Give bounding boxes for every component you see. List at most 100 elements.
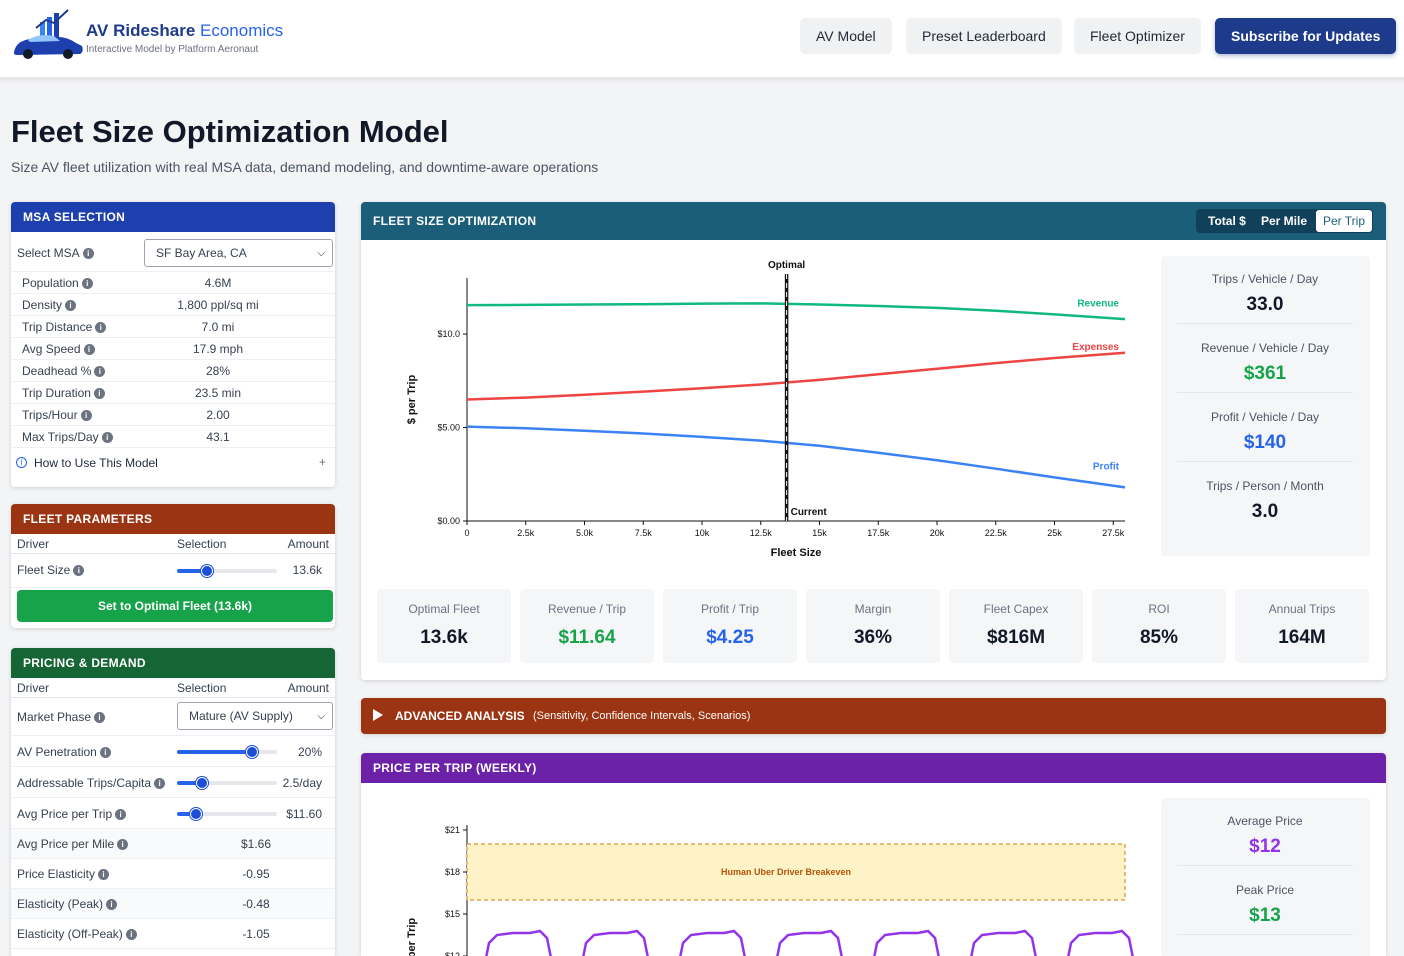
info-icon[interactable]: i — [99, 747, 111, 758]
market-phase-label-text: Market Phase — [17, 710, 92, 724]
price-elasticity-label: Price Elasticity i — [17, 867, 110, 881]
nav-fleet-optimizer[interactable]: Fleet Optimizer — [1074, 18, 1201, 54]
info-icon[interactable]: i — [117, 839, 129, 850]
info-icon[interactable]: i — [115, 809, 127, 820]
kpi-value: $4.25 — [706, 627, 754, 648]
market-phase-label: Market Phase i — [17, 710, 106, 724]
col-selection: Selection — [177, 681, 227, 695]
nav-av-model[interactable]: AV Model — [800, 18, 892, 54]
msa-select[interactable]: SF Bay Area, CA ⌵ — [144, 239, 333, 267]
fleet-size-slider[interactable] — [177, 565, 277, 577]
nav-preset-leaderboard[interactable]: Preset Leaderboard — [906, 18, 1062, 54]
stat-value: $140 — [1243, 432, 1287, 453]
info-icon[interactable]: i — [82, 248, 94, 259]
slider-handle[interactable] — [190, 808, 202, 820]
market-phase-select[interactable]: Mature (AV Supply) ⌵ — [177, 702, 333, 730]
info-icon[interactable]: i — [83, 344, 95, 355]
fleet-capex-kpi: Fleet Capex $816M — [949, 589, 1083, 663]
avg-price-per-trip-label-text: Avg Price per Trip — [17, 807, 113, 821]
stat-label: Revenue / Vehicle / Day — [1200, 341, 1330, 355]
addressable-trips-capita-slider[interactable] — [177, 777, 277, 789]
info-icon[interactable]: i — [94, 712, 106, 723]
fso-heading-text: FLEET SIZE OPTIMIZATION — [373, 214, 537, 228]
x-tick-label: 17.5k — [867, 528, 890, 538]
av-penetration-slider[interactable] — [177, 746, 277, 758]
y-tick-label: $15 — [445, 909, 460, 919]
x-tick-label: 27.5k — [1102, 528, 1125, 538]
pricing-row: Elasticity (Peak) i -0.48 — [11, 889, 335, 919]
chevron-down-icon: ⌵ — [317, 711, 325, 722]
msa-stats-list: Population i 4.6M Density i 1,800 ppl/sq mi Tr… — [11, 272, 335, 448]
avg-price-per-mile-label-text: Avg Price per Mile — [17, 837, 115, 851]
toggle-total[interactable]: Total $ — [1208, 214, 1246, 228]
annual-trips-kpi: Annual Trips 164M — [1235, 589, 1369, 663]
kpi-value: 36% — [853, 627, 893, 648]
stat-value: 3.0 — [1251, 501, 1279, 522]
trips-person-month-stat: Trips / Person / Month 3.0 — [1177, 463, 1353, 531]
info-icon[interactable]: i — [125, 929, 137, 940]
info-icon[interactable]: i — [154, 778, 166, 789]
revenue-line — [466, 302, 1126, 321]
y-axis-label: Price per Trip — [406, 918, 418, 956]
select-msa-label-text: Select MSA — [17, 246, 80, 260]
subscribe-button[interactable]: Subscribe for Updates — [1215, 18, 1397, 54]
y-tick-label: $12 — [445, 951, 460, 956]
toggle-per-mile[interactable]: Per Mile — [1261, 214, 1308, 228]
msa-stat-label: Deadhead % i — [22, 364, 106, 378]
profit-vehicle-day-stat: Profit / Vehicle / Day $140 — [1177, 394, 1353, 462]
info-icon[interactable]: i — [80, 410, 92, 421]
msa-stat-row: Avg Speed i 17.9 mph — [11, 338, 335, 360]
info-icon[interactable]: i — [93, 388, 105, 399]
stat-label: Trips / Person / Month — [1206, 479, 1324, 493]
expand-triangle-icon — [373, 709, 383, 721]
advanced-analysis-title: ADVANCED ANALYSIS — [395, 709, 525, 723]
optimal-annotation: Optimal — [768, 260, 805, 271]
stat-value: $13 — [1249, 905, 1281, 926]
expand-icon[interactable]: + — [319, 455, 327, 469]
info-icon[interactable]: i — [94, 366, 106, 377]
current-annotation: Current — [791, 507, 828, 518]
msa-heading: MSA SELECTION — [11, 202, 335, 232]
how-to-use-link[interactable]: How to Use This Model — [34, 456, 158, 470]
slider-handle[interactable] — [201, 565, 213, 577]
fleet-size-value: 13.6k — [292, 563, 322, 577]
addressable-trips-capita-label: Addressable Trips/Capita i — [17, 776, 166, 790]
fleet-size-label: Fleet Size i — [17, 563, 85, 577]
deadhead-value: 28% — [205, 364, 231, 378]
slider-handle[interactable] — [196, 777, 208, 789]
avg-price-per-mile-label: Avg Price per Mile i — [17, 837, 129, 851]
weekly-price-chart: Human Uber Driver Breakeven $21 $18 $15 $12 P… — [406, 825, 1134, 956]
kpi-label: Revenue / Trip — [547, 602, 627, 616]
brand-accent: Economics — [200, 21, 284, 40]
trip-distance-label: Trip Distance — [22, 320, 93, 334]
msa-stat-label: Trip Duration i — [22, 386, 105, 400]
info-icon[interactable]: i — [95, 322, 107, 333]
pricing-row: Price Elasticity i -0.95 — [11, 859, 335, 889]
advanced-analysis-detail: (Sensitivity, Confidence Intervals, Scen… — [533, 710, 751, 722]
slider-handle[interactable] — [246, 746, 258, 758]
kpi-value: 13.6k — [420, 627, 468, 648]
info-icon[interactable]: i — [65, 300, 77, 311]
info-icon[interactable]: i — [98, 869, 110, 880]
kpi-value: 164M — [1278, 627, 1326, 648]
toggle-per-trip[interactable]: Per Trip — [1316, 210, 1373, 232]
elasticity-peak-label-text: Elasticity (Peak) — [17, 897, 104, 911]
brand-name: AV Rideshare Economics — [86, 21, 283, 41]
msa-select-value: SF Bay Area, CA — [156, 246, 247, 260]
info-icon[interactable]: i — [106, 899, 118, 910]
pricing-rows: Avg Price per Mile i $1.66 Price Elasticity… — [11, 829, 335, 949]
msa-stat-row: Trip Duration i 23.5 min — [11, 382, 335, 404]
info-icon[interactable]: i — [73, 565, 85, 576]
set-optimal-fleet-button[interactable]: Set to Optimal Fleet (13.6k) — [17, 590, 333, 622]
advanced-analysis-bar[interactable]: ADVANCED ANALYSIS (Sensitivity, Confiden… — [361, 698, 1386, 734]
msa-stat-row: Trip Distance i 7.0 mi — [11, 316, 335, 338]
max-trips-day-value: 43.1 — [206, 430, 230, 444]
pricing-sliders: AV Penetration i 20% Addressable Trips/Capi… — [11, 736, 335, 829]
pricing-row: Avg Price per Mile i $1.66 — [11, 829, 335, 859]
avg-price-per-trip-slider[interactable] — [177, 808, 277, 820]
info-icon[interactable]: i — [81, 278, 93, 289]
info-icon[interactable]: i — [101, 432, 113, 443]
pricing-table-header: Driver Selection Amount — [11, 678, 335, 698]
stat-label: Trips / Vehicle / Day — [1211, 272, 1319, 286]
y-tick-label: $0.00 — [437, 516, 460, 526]
